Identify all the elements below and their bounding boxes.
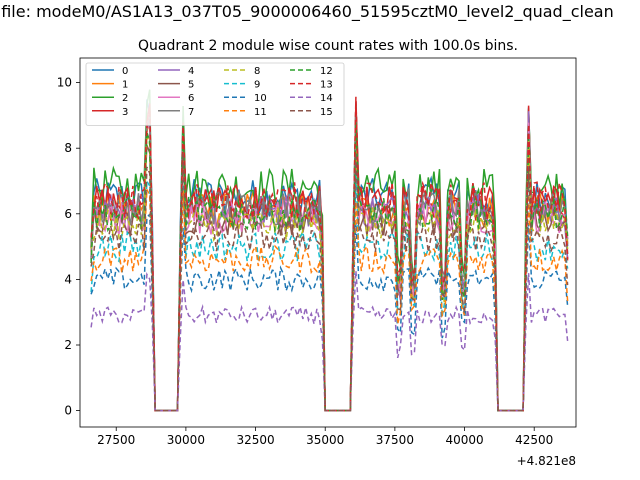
series-line-15 (90, 152, 569, 412)
x-tick-label: 37500 (376, 433, 414, 447)
legend-label-6: 6 (188, 93, 194, 104)
x-tick-label: 30000 (167, 433, 205, 447)
series-line-12 (90, 121, 569, 412)
legend-label-1: 1 (122, 80, 128, 91)
legend-label-7: 7 (188, 107, 194, 118)
legend-label-4: 4 (188, 66, 194, 77)
x-tick-label: 35000 (306, 433, 344, 447)
legend-label-0: 0 (122, 66, 128, 77)
x-offset-label: +4.821e8 (517, 454, 576, 468)
x-tick-label: 27500 (97, 433, 135, 447)
y-tick-label: 2 (64, 338, 72, 352)
x-tick-label: 40000 (445, 433, 483, 447)
y-tick-label: 10 (57, 76, 72, 90)
legend-label-9: 9 (254, 80, 260, 91)
y-tick-label: 8 (64, 141, 72, 155)
legend-label-10: 10 (254, 93, 267, 104)
legend-label-3: 3 (122, 107, 128, 118)
legend-label-2: 2 (122, 93, 128, 104)
y-tick-label: 0 (64, 404, 72, 418)
series-line-14 (90, 270, 569, 412)
legend-box (85, 62, 345, 126)
legend-label-5: 5 (188, 80, 194, 91)
x-tick-label: 32500 (236, 433, 274, 447)
plot-area (90, 89, 569, 412)
legend-label-14: 14 (320, 93, 333, 104)
figure-suptitle: n file: modeM0/AS1A13_037T05_9000006460_… (0, 2, 614, 21)
y-tick-label: 6 (64, 207, 72, 221)
legend-label-12: 12 (320, 66, 333, 77)
axes-frame (79, 57, 577, 428)
y-tick-label: 4 (64, 272, 72, 286)
legend-label-13: 13 (320, 80, 333, 91)
legend-label-15: 15 (320, 107, 333, 118)
axes: 27500 30000 32500 35000 37500 40000 42500 0 2 4 6 8… (57, 57, 577, 447)
x-tick-label: 42500 (515, 433, 553, 447)
legend-label-8: 8 (254, 66, 260, 77)
legend-label-11: 11 (254, 107, 267, 118)
chart-title: Quadrant 2 module wise count rates with … (138, 38, 518, 54)
